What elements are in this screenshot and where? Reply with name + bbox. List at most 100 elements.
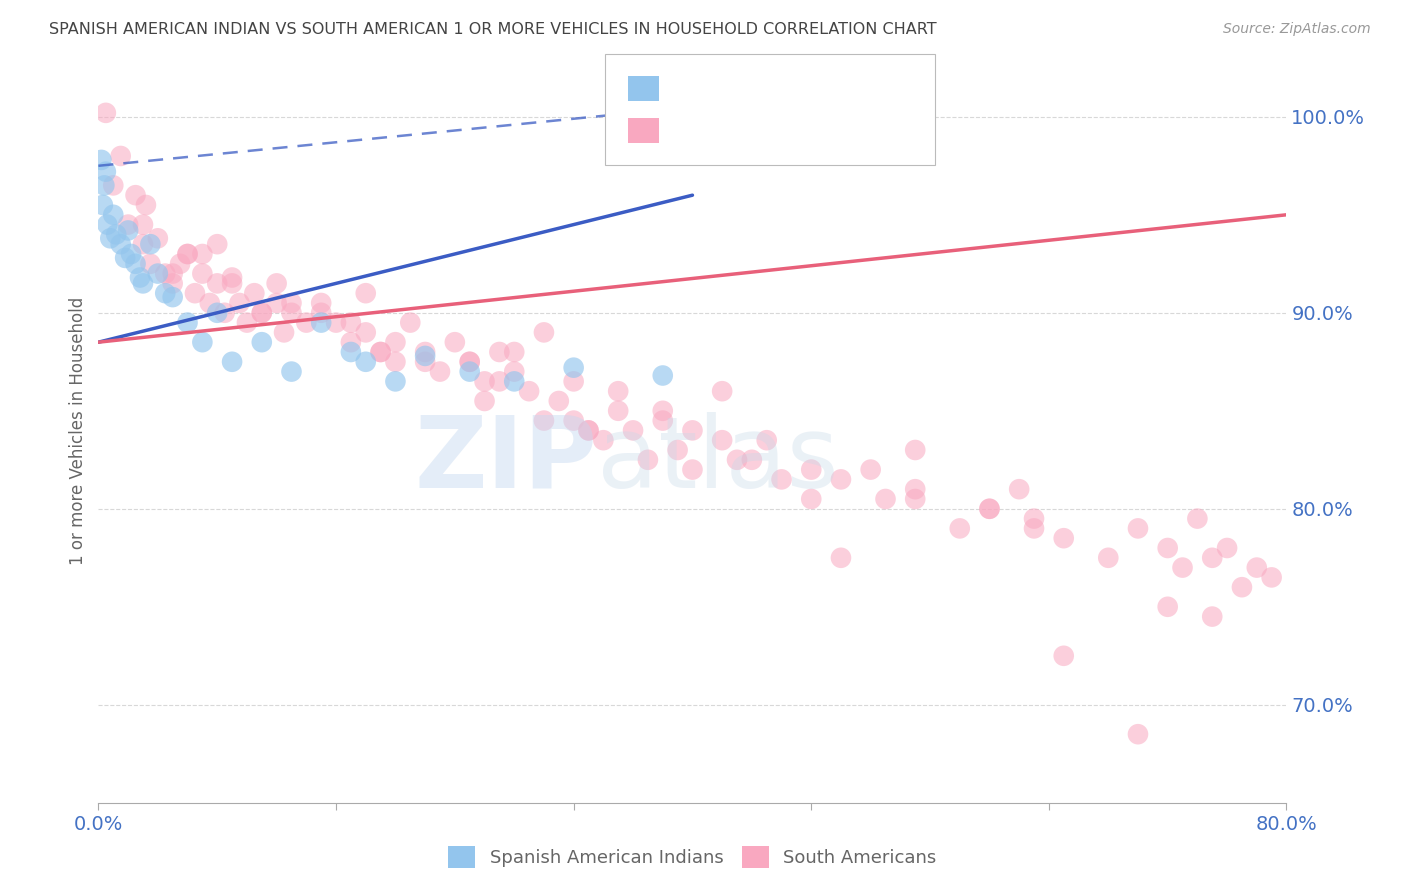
Point: [236, 316, 259, 330]
Point: [1216, 541, 1239, 555]
Point: [91, 198, 114, 212]
Point: [607, 384, 630, 399]
Text: atlas: atlas: [598, 412, 839, 508]
Point: [711, 384, 734, 399]
Point: [98, 231, 121, 245]
Point: [280, 296, 302, 310]
Point: [979, 501, 1001, 516]
Point: [666, 442, 689, 457]
Point: [214, 306, 236, 320]
Point: [458, 355, 481, 369]
Point: [1097, 550, 1119, 565]
Point: [191, 335, 214, 350]
Point: [578, 423, 600, 437]
Point: [198, 296, 221, 310]
Point: [135, 198, 157, 212]
Legend: Spanish American Indians, South Americans: Spanish American Indians, South American…: [441, 839, 943, 876]
Point: [93, 178, 115, 193]
Point: [533, 414, 555, 428]
Point: [1022, 521, 1045, 535]
Point: [176, 247, 198, 261]
Point: [875, 491, 897, 506]
Point: [280, 365, 302, 379]
Point: [413, 345, 436, 359]
Point: [354, 355, 377, 369]
Point: [117, 223, 139, 237]
Point: [488, 375, 510, 389]
Point: [651, 414, 673, 428]
Point: [243, 286, 266, 301]
Point: [562, 375, 585, 389]
Point: [94, 106, 117, 120]
Text: N = 114: N = 114: [800, 119, 886, 138]
Point: [124, 188, 146, 202]
Point: [103, 208, 125, 222]
Point: [1008, 482, 1031, 496]
Point: [250, 306, 273, 320]
Text: Source: ZipAtlas.com: Source: ZipAtlas.com: [1223, 22, 1371, 37]
Text: R = 0.194: R = 0.194: [673, 119, 779, 138]
Point: [562, 414, 585, 428]
Point: [1126, 727, 1149, 741]
Point: [1201, 609, 1223, 624]
Point: [755, 433, 778, 447]
Point: [741, 452, 763, 467]
Point: [1187, 511, 1209, 525]
Point: [1171, 560, 1194, 574]
Point: [155, 286, 177, 301]
Point: [162, 290, 184, 304]
Point: [413, 349, 436, 363]
Point: [221, 355, 243, 369]
Point: [547, 394, 569, 409]
Point: [184, 286, 207, 301]
Point: [117, 218, 139, 232]
Point: [1156, 599, 1178, 614]
Text: ZIP: ZIP: [415, 412, 598, 508]
Text: N = 34: N = 34: [800, 77, 873, 96]
Point: [904, 482, 927, 496]
Point: [384, 335, 406, 350]
Point: [725, 452, 748, 467]
Point: [607, 404, 630, 418]
Point: [384, 355, 406, 369]
Point: [105, 227, 128, 242]
Point: [488, 345, 510, 359]
Point: [110, 149, 132, 163]
Point: [1230, 580, 1253, 594]
Point: [120, 247, 142, 261]
Point: [124, 257, 146, 271]
Point: [800, 491, 823, 506]
Point: [681, 423, 703, 437]
Point: [384, 375, 406, 389]
Point: [1246, 560, 1268, 574]
Point: [474, 375, 496, 389]
Point: [228, 296, 250, 310]
Point: [176, 316, 198, 330]
Point: [1260, 570, 1282, 584]
Point: [309, 316, 332, 330]
Point: [949, 521, 972, 535]
Point: [1156, 541, 1178, 555]
Point: [221, 277, 243, 291]
Point: [132, 218, 155, 232]
Point: [562, 360, 585, 375]
Text: R = 0.124: R = 0.124: [673, 77, 779, 96]
Point: [637, 452, 659, 467]
Point: [340, 345, 363, 359]
Point: [621, 423, 644, 437]
Point: [266, 296, 288, 310]
Point: [309, 306, 332, 320]
Point: [370, 345, 392, 359]
Point: [309, 296, 332, 310]
Point: [129, 270, 152, 285]
Point: [1201, 550, 1223, 565]
Point: [139, 257, 162, 271]
Point: [207, 237, 229, 252]
Point: [146, 267, 169, 281]
Point: [859, 462, 882, 476]
Point: [295, 316, 318, 330]
Point: [191, 267, 214, 281]
Point: [429, 365, 451, 379]
Point: [139, 237, 162, 252]
Point: [503, 345, 526, 359]
